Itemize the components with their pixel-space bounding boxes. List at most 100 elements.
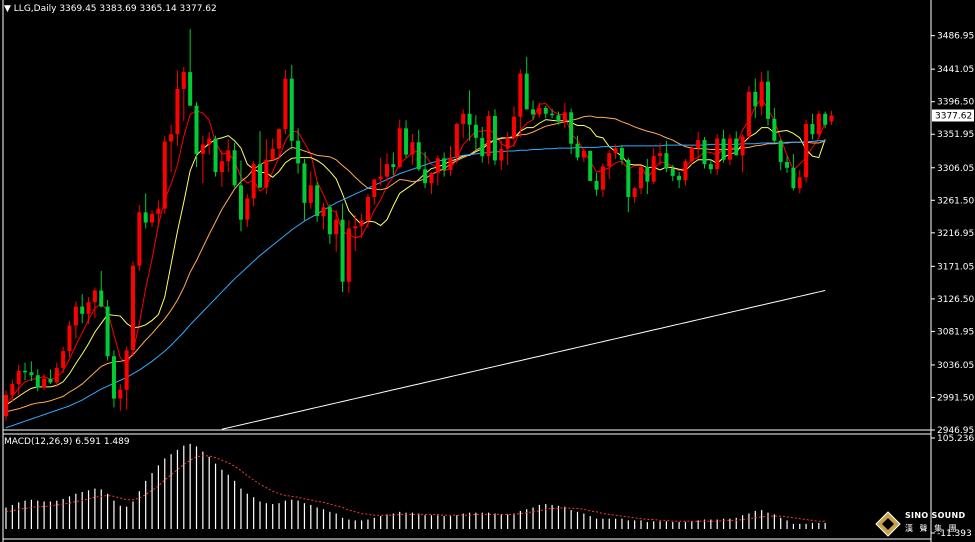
candle-down [213, 138, 218, 173]
candle-up [226, 150, 231, 162]
candle-down [29, 372, 34, 376]
candle-down [35, 375, 40, 388]
candle-down [677, 175, 682, 181]
candle-down [391, 164, 396, 168]
candle-down [569, 112, 574, 144]
candle-up [162, 141, 167, 209]
candle-up [137, 212, 142, 266]
candle-down [416, 142, 421, 170]
candle-up [613, 148, 618, 154]
candle-down [791, 167, 796, 189]
candle-down [111, 356, 116, 399]
ma120-line [221, 289, 826, 430]
candle-down [404, 128, 409, 155]
price-tick-label: 2991.50 [937, 393, 974, 403]
candle-up [639, 167, 643, 189]
candle-down [772, 118, 777, 141]
candle-down [734, 138, 739, 156]
candle-down [194, 105, 199, 154]
candle-up [42, 378, 47, 388]
price-tick-label: 3351.95 [937, 130, 974, 140]
price-tick-label: 3216.95 [937, 229, 974, 239]
candle-down [99, 290, 104, 307]
macd-panel [5, 443, 826, 529]
candle-down [473, 124, 478, 138]
candle-up [67, 325, 72, 352]
candle-up [321, 207, 326, 216]
candle-up [562, 112, 567, 122]
candle-down [823, 113, 828, 125]
candle-down [753, 91, 758, 107]
candle-up [429, 172, 434, 184]
candle-up [372, 179, 377, 198]
last-price-tag [932, 109, 974, 122]
candle-up [245, 198, 250, 220]
candle-up [740, 136, 745, 156]
candle-up [632, 188, 637, 198]
candle-down [143, 212, 148, 223]
candle-up [283, 78, 288, 130]
candle-up [461, 113, 466, 124]
candle-up [359, 220, 364, 227]
candle-up [683, 161, 688, 181]
candle-down [232, 150, 237, 186]
candle-down [80, 306, 85, 314]
candle-up [124, 350, 129, 390]
candle-down [48, 378, 53, 383]
candle-up [581, 150, 586, 158]
candle-up [804, 123, 809, 178]
candle-up [131, 265, 135, 351]
candle-up [334, 219, 339, 235]
candle-down [766, 81, 770, 119]
candle-down [619, 148, 624, 160]
candle-down [670, 168, 675, 176]
macd-header: MACD(12,26,9) 6.591 1.489 [4, 437, 130, 447]
collapse-triangle-icon[interactable]: ▼ [4, 4, 11, 14]
candle-down [645, 167, 650, 182]
last-price-label: 3377.62 [935, 111, 972, 121]
candle-up [696, 140, 701, 149]
price-header: ▼ LLG,Daily 3369.45 3383.69 3365.14 3377… [4, 4, 217, 14]
candle-down [588, 150, 593, 181]
price-tick-label: 2946.95 [937, 426, 974, 436]
candle-up [829, 115, 834, 122]
candle-up [518, 73, 523, 117]
candle-down [238, 185, 243, 220]
candle-down [543, 107, 548, 114]
macd-readout: MACD(12,26,9) 6.591 1.489 [4, 437, 130, 447]
candle-down [492, 115, 497, 161]
candle-down [664, 153, 669, 169]
candle-up [270, 148, 275, 160]
candle-down [708, 164, 713, 170]
candle-up [73, 306, 78, 326]
candle-up [181, 72, 186, 89]
ohlc-readout: 3369.45 3383.69 3365.14 3377.62 [59, 4, 217, 14]
price-tick-label: 3081.95 [937, 327, 974, 337]
candle-down [289, 78, 294, 141]
candle-up [385, 164, 389, 177]
candle-down [524, 73, 529, 110]
candle-up [277, 129, 282, 149]
candle-up [4, 394, 8, 417]
candle-up [10, 383, 15, 395]
candle-up [505, 137, 510, 149]
candle-up [150, 213, 155, 223]
candle-up [727, 138, 732, 160]
candle-down [442, 158, 447, 170]
ma10-line [5, 119, 826, 406]
macd-tick-label: -11.393 [937, 529, 972, 539]
candle-up [816, 113, 821, 135]
price-tick-label: 3126.50 [937, 295, 974, 305]
candle-up [118, 389, 123, 399]
price-tick-label: 3171.05 [937, 262, 974, 272]
candle-down [327, 207, 332, 235]
candle-up [454, 123, 459, 158]
candle-down [778, 140, 783, 162]
candle-up [448, 157, 453, 170]
candle-up [16, 370, 21, 384]
price-tick-label: 3306.05 [937, 164, 974, 174]
candle-up [658, 153, 663, 157]
candle-up [92, 290, 97, 303]
candle-up [346, 228, 351, 282]
